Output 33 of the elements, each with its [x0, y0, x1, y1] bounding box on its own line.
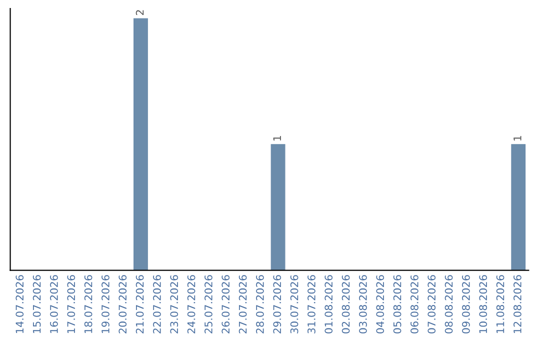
x-tick-label: 21.07.2026: [136, 275, 144, 334]
x-tick-label: 31.07.2026: [308, 275, 316, 334]
x-tick-label: 30.07.2026: [290, 275, 298, 334]
x-tick-label: 12.08.2026: [514, 275, 522, 333]
x-tick-label: 11.08.2026: [496, 275, 504, 333]
x-tick-label: 10.08.2026: [479, 275, 488, 333]
x-tick-label: 18.07.2026: [84, 275, 92, 333]
x-tick-label: 04.08.2026: [376, 275, 384, 334]
x-tick-label: 15.07.2026: [32, 275, 41, 333]
x-tick-label: 24.07.2026: [187, 275, 196, 334]
x-tick-label: 09.08.2026: [462, 275, 470, 334]
x-tick-label: 20.07.2026: [118, 275, 127, 334]
x-tick-label: 25.07.2026: [204, 275, 212, 334]
data-label: 2: [136, 10, 144, 16]
x-tick-label: 17.07.2026: [67, 275, 76, 333]
x-tick-label: 03.08.2026: [359, 275, 367, 334]
x-tick-label: 02.08.2026: [342, 275, 350, 334]
data-label: 1: [273, 136, 281, 141]
x-tick-label: 16.07.2026: [50, 275, 58, 333]
x-tick-label: 06.08.2026: [410, 275, 418, 334]
x-tick-label: 29.07.2026: [273, 275, 282, 334]
x-tick-label: 08.08.2026: [444, 275, 453, 334]
x-tick-label: 26.07.2026: [222, 275, 230, 334]
x-tick-label: 28.07.2026: [256, 275, 264, 334]
x-tick-label: 19.07.2026: [102, 275, 110, 333]
x-tick-label: 23.07.2026: [170, 275, 178, 334]
x-tick-label: 01.08.2026: [324, 275, 333, 334]
x-tick-label: 22.07.2026: [153, 275, 161, 334]
x-tick-label: 07.08.2026: [428, 275, 436, 334]
x-tick-label: 05.08.2026: [393, 275, 402, 334]
x-tick-label: 27.07.2026: [238, 275, 247, 334]
data-label: 1: [514, 136, 522, 141]
x-tick-label: 14.07.2026: [16, 275, 24, 333]
